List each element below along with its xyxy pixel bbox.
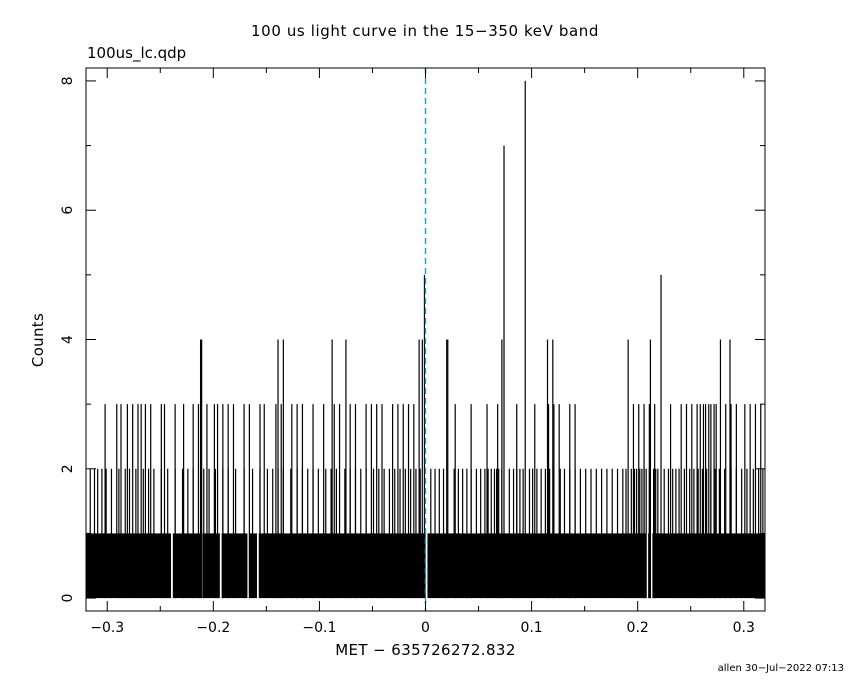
- histogram-bar-zero: [425, 533, 428, 600]
- x-tick-label: 0.1: [520, 620, 542, 636]
- y-tick-label: 6: [60, 206, 76, 215]
- histogram-bar-zero: [247, 533, 250, 600]
- x-tick-label: −0.1: [302, 620, 336, 636]
- histogram-bar-zero: [646, 533, 649, 600]
- histogram-bar-zero: [171, 533, 173, 600]
- x-tick-label: 0.3: [733, 620, 755, 636]
- histogram-bar-zero: [219, 533, 222, 600]
- y-tick-label: 2: [60, 464, 76, 473]
- x-tick-label: 0: [421, 620, 430, 636]
- y-tick-label: 8: [60, 76, 76, 85]
- footer-stamp: allen 30−Jul−2022 07:13: [717, 663, 844, 674]
- histogram-bars: [86, 80, 765, 600]
- histogram-bar-zero: [650, 533, 653, 600]
- x-axis-label: MET − 635726272.832: [335, 641, 516, 659]
- histogram-bar-zero: [256, 533, 259, 600]
- x-tick-label: −0.3: [90, 620, 124, 636]
- axis-ticks: −0.3 −0.2 −0.1 0 0.1 0.2 0.3 0 2 4 6 8: [60, 68, 765, 636]
- y-tick-label: 0: [60, 594, 76, 603]
- x-tick-label: −0.2: [196, 620, 230, 636]
- y-tick-label: 4: [60, 335, 76, 344]
- chart-title: 100 us light curve in the 15−350 keV ban…: [251, 22, 599, 40]
- x-tick-label: 0.2: [627, 620, 649, 636]
- file-label: 100us_lc.qdp: [87, 44, 187, 62]
